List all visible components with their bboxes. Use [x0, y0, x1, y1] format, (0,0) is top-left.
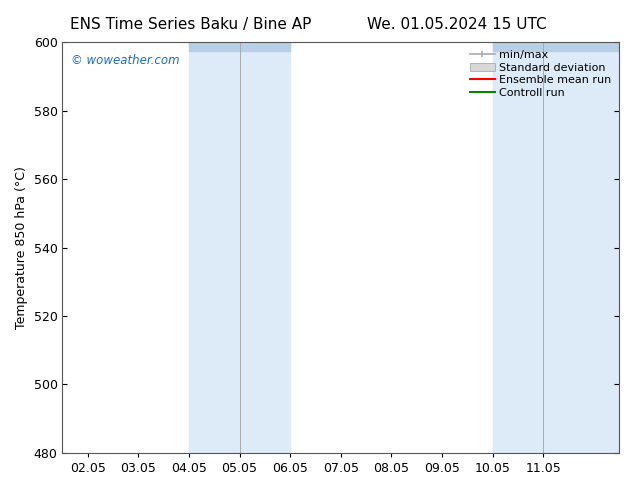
Bar: [493, 42, 619, 453]
Text: © woweather.com: © woweather.com: [71, 54, 179, 68]
Bar: [189, 42, 290, 453]
Bar: [189, 42, 290, 50]
Text: We. 01.05.2024 15 UTC: We. 01.05.2024 15 UTC: [366, 17, 547, 32]
Text: ENS Time Series Baku / Bine AP: ENS Time Series Baku / Bine AP: [70, 17, 311, 32]
Legend: min/max, Standard deviation, Ensemble mean run, Controll run: min/max, Standard deviation, Ensemble me…: [465, 46, 616, 102]
Y-axis label: Temperature 850 hPa (°C): Temperature 850 hPa (°C): [15, 166, 28, 329]
Title: ENS Time Series Baku / Bine AP        We. 01.05.2024 15 UTC: ENS Time Series Baku / Bine AP We. 01.05…: [0, 489, 1, 490]
Bar: [493, 42, 619, 50]
